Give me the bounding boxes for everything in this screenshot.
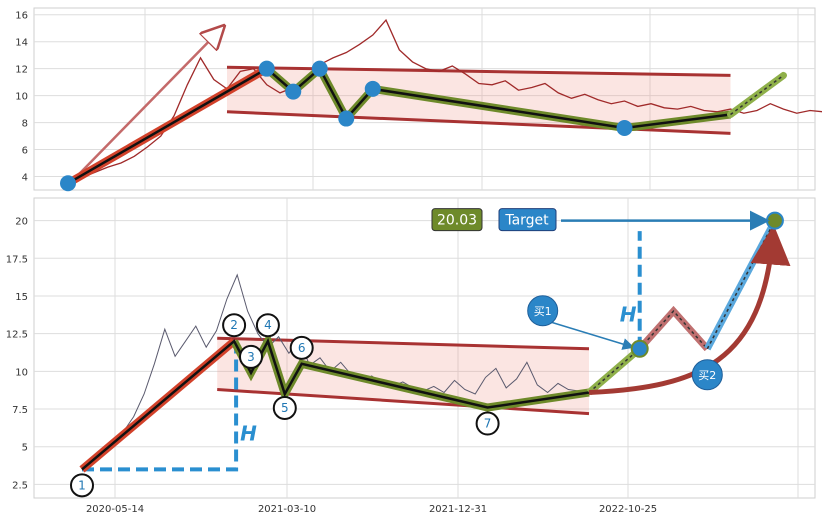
bottom-pivot-circle xyxy=(70,473,94,498)
bottom-pivot-number: 2 xyxy=(230,318,238,332)
bottom-price-line xyxy=(81,273,590,470)
top-y-tick-label: 6 xyxy=(22,146,28,157)
bottom-buy2-badge xyxy=(691,359,723,391)
bottom-pivot-number: 5 xyxy=(281,401,289,415)
bottom-pivot-circle xyxy=(222,313,247,338)
bottom-target-label: Target xyxy=(504,213,549,229)
top-price-line xyxy=(67,18,822,184)
bottom-h-label-left: H xyxy=(240,422,257,446)
bottom-y-tick-label: 17.5 xyxy=(6,254,28,265)
bottom-pivot-circle xyxy=(289,335,314,360)
top-y-tick-label: 12 xyxy=(15,65,28,76)
top-pivot-marker xyxy=(616,119,633,136)
top-channel-lower xyxy=(226,110,731,135)
bottom-target-value-box xyxy=(431,208,483,232)
top-trend-arrow xyxy=(73,28,222,181)
top-y-tick-label: 4 xyxy=(22,173,28,184)
bottom-x-tick-label: 2022-10-25 xyxy=(599,504,657,515)
bottom-pivot-circle xyxy=(272,395,297,420)
top-pivot-marker xyxy=(364,80,381,97)
bottom-y-tick-label: 12.5 xyxy=(6,330,28,341)
bottom-pivot-number: 3 xyxy=(247,350,255,364)
bottom-pivot-circle xyxy=(239,344,263,369)
bottom-channel-lower xyxy=(217,388,590,416)
bottom-y-tick-label: 2.5 xyxy=(12,480,28,491)
bottom-buy1-pointer xyxy=(549,321,635,350)
bottom-h-label-right: H xyxy=(620,303,637,327)
top-pivot-marker xyxy=(258,60,275,77)
bottom-target-label-box xyxy=(498,208,557,232)
bottom-x-tick-label: 2021-12-31 xyxy=(429,504,487,515)
bottom-pivot-number: 1 xyxy=(78,478,86,492)
bottom-buy1-label: 买1 xyxy=(534,305,552,318)
bottom-buy1-point xyxy=(630,339,649,358)
top-y-tick-label: 8 xyxy=(22,119,28,130)
top-y-tick-label: 16 xyxy=(15,11,28,22)
top-pivot-marker xyxy=(285,83,302,100)
bottom-pivot-number: 7 xyxy=(484,417,492,431)
bottom-y-tick-label: 15 xyxy=(15,292,28,303)
top-channel-upper xyxy=(226,65,731,77)
top-y-tick-label: 14 xyxy=(15,38,28,49)
bottom-pivot-number: 4 xyxy=(264,318,272,332)
top-pivot-marker xyxy=(311,60,328,77)
bottom-pullback-inner xyxy=(639,309,708,350)
bottom-pattern-inner xyxy=(81,338,590,471)
bottom-target-value: 20.03 xyxy=(437,213,477,229)
bottom-x-tick-label: 2021-03-10 xyxy=(258,504,316,515)
bottom-breakout-inner xyxy=(588,348,641,394)
bottom-y-tick-label: 20 xyxy=(15,217,28,228)
bottom-plot-area xyxy=(33,197,816,499)
bottom-channel-upper xyxy=(217,336,590,351)
bottom-pivot-number: 6 xyxy=(298,341,306,355)
bottom-y-tick-label: 10 xyxy=(15,367,28,378)
bottom-buy1-badge xyxy=(527,295,559,327)
bottom-pivot-circle xyxy=(255,313,280,338)
bottom-y-tick-label: 5 xyxy=(22,443,28,454)
top-pivot-marker xyxy=(338,110,355,127)
bottom-x-tick-label: 2020-05-14 xyxy=(86,504,144,515)
top-projection-inner xyxy=(730,74,784,116)
bottom-target-point xyxy=(765,211,784,230)
bottom-buy2-label: 买2 xyxy=(698,369,716,382)
bottom-curved-target-arrow xyxy=(588,224,791,395)
top-y-tick-label: 10 xyxy=(15,92,28,103)
bottom-pivot-circle xyxy=(475,411,500,436)
bottom-y-tick-label: 7.5 xyxy=(12,405,28,416)
bottom-h-measure-left xyxy=(82,341,239,472)
top-pivot-marker xyxy=(60,175,76,192)
